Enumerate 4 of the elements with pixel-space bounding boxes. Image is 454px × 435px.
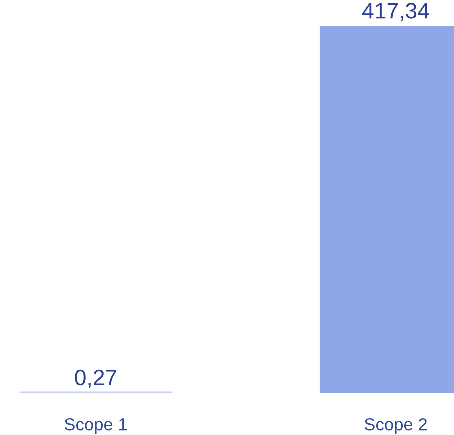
x-tick-label: Scope 2 xyxy=(364,418,427,434)
data-label: 0,27 xyxy=(75,370,117,388)
x-tick-label: Scope 1 xyxy=(64,418,128,434)
data-label: 417,34 xyxy=(362,3,430,22)
